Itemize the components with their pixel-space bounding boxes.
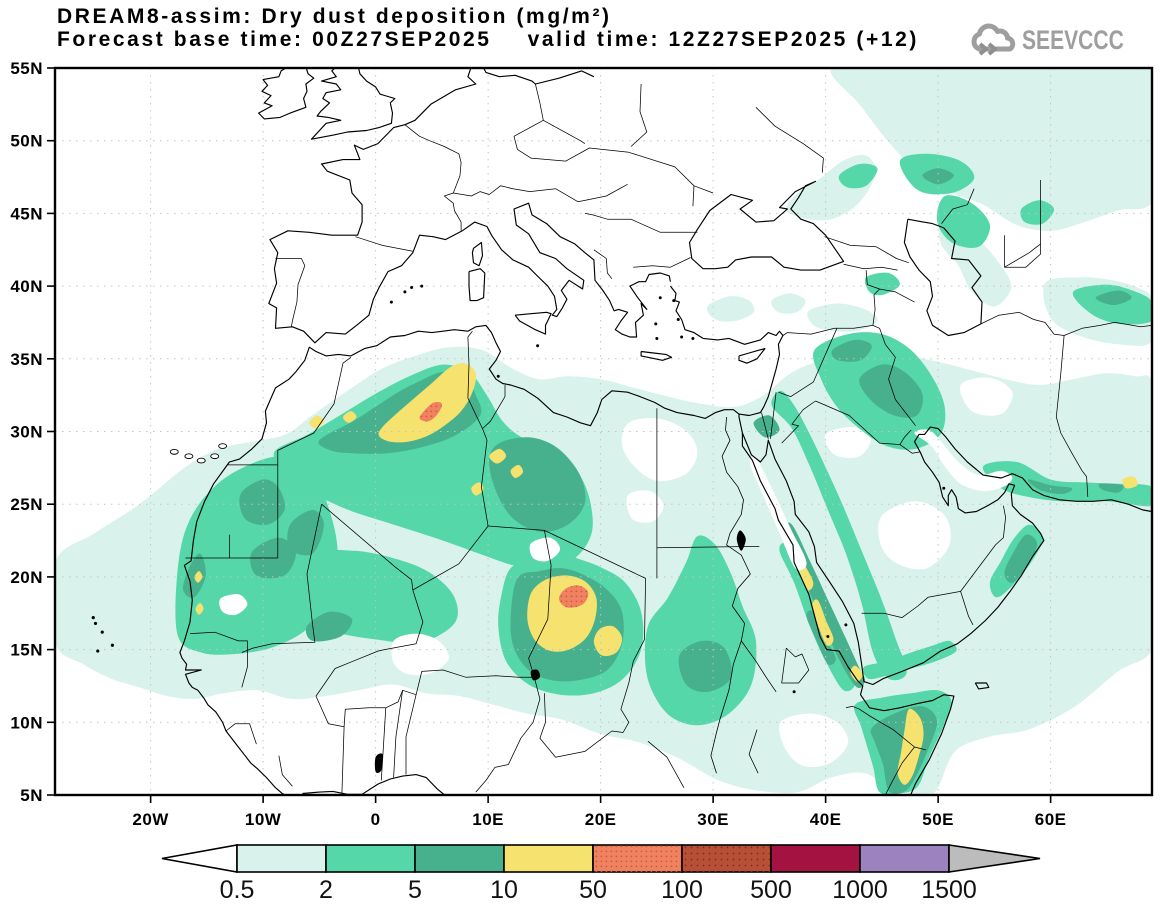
lon-label: 20W [132, 810, 169, 829]
axis-ticks [47, 67, 1052, 803]
colorbar-cell [414, 844, 505, 873]
lat-label: 10N [10, 713, 43, 732]
coastlines [179, 68, 1152, 795]
colorbar-cell [859, 844, 950, 873]
colorbar-cell [503, 844, 594, 873]
lon-label: 60E [1035, 810, 1067, 829]
lat-label: 20N [10, 568, 43, 587]
colorbar-label: 2 [319, 876, 333, 904]
lon-label: 20E [585, 810, 617, 829]
map-area [55, 68, 1152, 795]
lon-label: 30E [697, 810, 729, 829]
lat-label: 15N [10, 641, 43, 660]
lat-label: 45N [10, 204, 43, 223]
lat-label: 5N [20, 786, 43, 805]
colorbar-overflow-arrow [948, 844, 1041, 873]
colorbar-label: 50 [579, 876, 607, 904]
colorbar-cell [770, 844, 861, 873]
colorbar-label: 500 [750, 876, 792, 904]
forecast-base-label: Forecast base time: [57, 28, 304, 51]
colorbar-cell [236, 844, 327, 873]
plot-subtitle: Forecast base time: 00Z27SEP2025 valid ti… [57, 28, 919, 51]
lat-label: 25N [10, 495, 43, 514]
colorbar-label: 1500 [921, 876, 977, 904]
lat-axis-labels: 55N 50N 45N 40N 35N 30N 25N 20N 15N 10N 5N [10, 59, 43, 805]
colorbar-label: 0.5 [220, 876, 255, 904]
colorbar-label: 1000 [832, 876, 888, 904]
lon-label: 0 [371, 810, 381, 829]
valid-time-value: 12Z27SEP2025 (+12) [668, 28, 920, 51]
cloud-icon [972, 23, 1016, 56]
seevccc-logo: SEEVCCC [968, 22, 1153, 58]
lon-label: 10W [245, 810, 282, 829]
colorbar-cell [325, 844, 416, 873]
nile-river [710, 416, 777, 774]
lat-label: 55N [10, 59, 43, 78]
plot-titles: DREAM8-assim: Dry dust deposition (mg/m²… [57, 5, 919, 51]
colorbar-underflow-arrow [161, 844, 238, 873]
lat-label: 30N [10, 423, 43, 442]
lon-label: 40E [810, 810, 842, 829]
colorbar-label: 5 [408, 876, 422, 904]
country-borders [185, 83, 1152, 795]
valid-time-label: valid time: [527, 28, 661, 51]
colorbar-label: 100 [661, 876, 703, 904]
no-dust-holes-a [621, 377, 1013, 768]
lon-axis-labels: 20W 10W 0 10E 20E 30E 40E 50E 60E [132, 810, 1066, 829]
lat-label: 35N [10, 350, 43, 369]
lon-label: 10E [472, 810, 504, 829]
colorbar: 0.5 2 5 10 50 100 500 1000 1500 [161, 844, 1041, 904]
grid-lines [55, 68, 1152, 795]
lat-label: 50N [10, 132, 43, 151]
lat-label: 40N [10, 277, 43, 296]
logo-text: SEEVCCC [1022, 24, 1125, 55]
colorbar-label: 10 [490, 876, 518, 904]
plot-title: DREAM8-assim: Dry dust deposition (mg/m²… [57, 5, 612, 28]
dust-level-50-100 [419, 401, 589, 608]
lon-label: 50E [922, 810, 954, 829]
forecast-base-value: 00Z27SEP2025 [312, 28, 492, 51]
islands-and-lakes [91, 284, 946, 773]
no-dust-holes-b [219, 537, 561, 676]
